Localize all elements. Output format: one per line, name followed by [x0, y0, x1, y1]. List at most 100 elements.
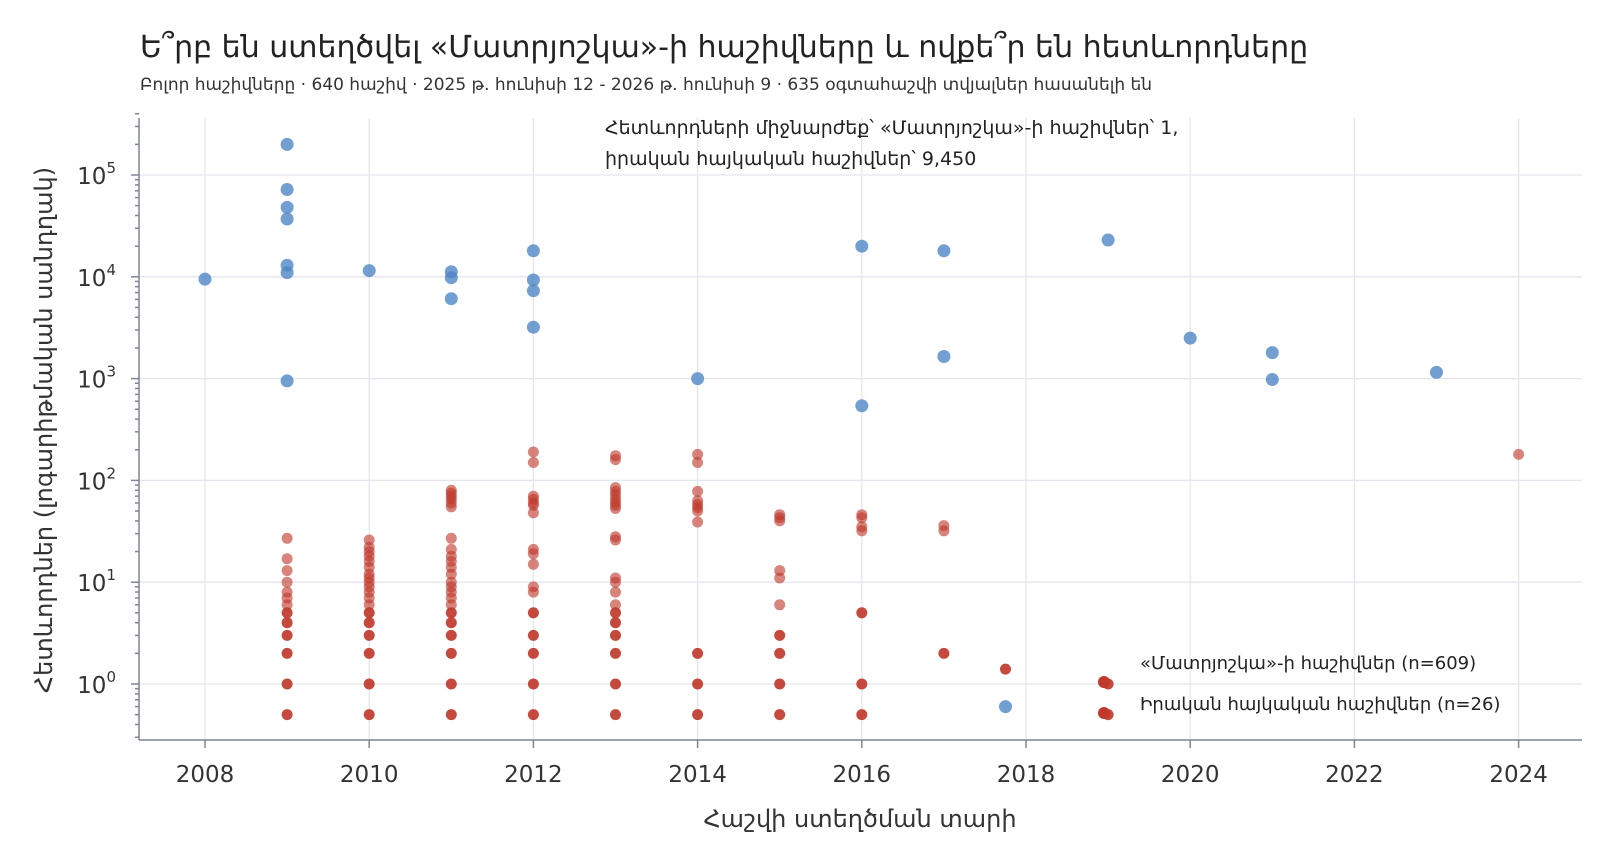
y-tick-label: 102 — [77, 464, 116, 495]
y-tick-label: 101 — [77, 566, 116, 597]
data-point — [527, 678, 539, 690]
data-point — [280, 374, 294, 388]
data-point — [610, 586, 621, 598]
data-point — [774, 709, 786, 721]
data-point — [692, 505, 704, 517]
data-point — [1513, 448, 1525, 460]
x-tick-label: 2018 — [997, 762, 1056, 788]
y-tick-label: 104 — [77, 261, 116, 292]
data-point — [527, 507, 539, 519]
data-point — [281, 565, 293, 577]
data-point — [444, 271, 458, 285]
data-point — [937, 244, 951, 258]
legend-label-matryoshka: «Մատրյոշկա»-ի հաշիվներ (n=609) — [1140, 653, 1476, 674]
chart-subtitle: Բոլոր հաշիվները · 640 հաշիվ · 2025 թ. հո… — [140, 75, 1152, 95]
data-point — [1265, 373, 1279, 386]
data-point — [444, 292, 458, 306]
x-tick-label: 2022 — [1325, 762, 1384, 788]
x-tick-label: 2024 — [1489, 762, 1548, 788]
data-point — [610, 599, 621, 611]
x-tick-label: 2014 — [668, 762, 727, 788]
data-point — [610, 576, 621, 588]
tick-labels: 2008 2010 2012 2014 2016 2018 2020 2022 2024 100 1… — [77, 159, 1548, 788]
data-point — [526, 244, 540, 258]
data-point — [610, 647, 621, 659]
x-tick-label: 2020 — [1161, 762, 1220, 788]
data-point — [281, 576, 293, 588]
data-point — [526, 273, 540, 287]
grid — [139, 118, 1582, 740]
data-point — [527, 457, 539, 468]
data-point — [856, 678, 868, 690]
data-point — [527, 586, 539, 598]
data-point — [527, 629, 539, 641]
data-point — [610, 709, 621, 721]
chart-title: Ե՞րբ են ստեղծվել «Մատրյոշկա»-ի հաշիվները… — [140, 30, 1308, 65]
y-tick-label: 100 — [77, 668, 116, 699]
x-tick-label: 2016 — [833, 762, 892, 788]
data-point — [691, 372, 705, 386]
y-axis-label: Հետևորդներ (լոգարիթմական սանդղակ) — [30, 167, 58, 693]
data-point — [527, 446, 539, 458]
data-point — [774, 599, 786, 611]
data-point — [281, 629, 293, 641]
data-point — [692, 516, 704, 528]
data-point — [363, 709, 375, 721]
data-point — [692, 457, 704, 468]
data-point — [938, 525, 950, 537]
data-point — [527, 607, 539, 619]
data-point — [938, 647, 950, 659]
data-point — [610, 617, 621, 629]
data-point — [281, 599, 293, 611]
data-point — [363, 647, 375, 659]
data-point — [774, 515, 786, 527]
data-point — [692, 678, 704, 690]
data-point — [281, 678, 293, 690]
data-point — [281, 553, 293, 565]
x-tick-label: 2008 — [176, 762, 235, 788]
legend-label-real-armenian: Իրական հայկական հաշիվներ (n=26) — [1140, 694, 1500, 715]
legend-marker-real-armenian — [1098, 707, 1110, 719]
data-point — [856, 525, 868, 537]
x-tick-label: 2010 — [340, 762, 399, 788]
data-point — [280, 183, 294, 196]
data-point — [610, 503, 621, 514]
data-point — [445, 568, 457, 580]
data-point — [692, 709, 704, 721]
data-point — [363, 678, 375, 690]
data-point — [610, 607, 621, 619]
data-point — [445, 501, 457, 513]
data-point — [281, 647, 293, 659]
data-point — [610, 454, 621, 466]
data-point — [1430, 365, 1443, 379]
axes — [131, 112, 1582, 748]
data-point — [362, 264, 376, 278]
data-point — [445, 599, 457, 611]
data-point — [526, 320, 540, 334]
data-point — [363, 629, 375, 641]
data-point — [692, 448, 704, 460]
data-point — [527, 709, 539, 721]
y-tick-label: 103 — [77, 363, 116, 394]
data-point — [280, 137, 294, 151]
data-point — [855, 399, 869, 413]
data-point — [445, 629, 457, 641]
data-point — [445, 709, 457, 721]
data-point — [280, 212, 294, 226]
data-point — [445, 617, 457, 629]
data-points — [198, 137, 1525, 721]
data-point — [280, 200, 294, 214]
data-point — [281, 617, 293, 629]
data-point — [527, 548, 539, 560]
data-point — [1265, 346, 1279, 360]
data-point — [774, 629, 786, 641]
data-point — [363, 607, 375, 619]
data-point — [526, 284, 540, 298]
data-point — [610, 629, 621, 641]
x-tick-label: 2012 — [504, 762, 563, 788]
data-point — [1183, 331, 1197, 345]
data-point — [856, 512, 868, 524]
data-point — [445, 607, 457, 619]
data-point — [363, 617, 375, 629]
